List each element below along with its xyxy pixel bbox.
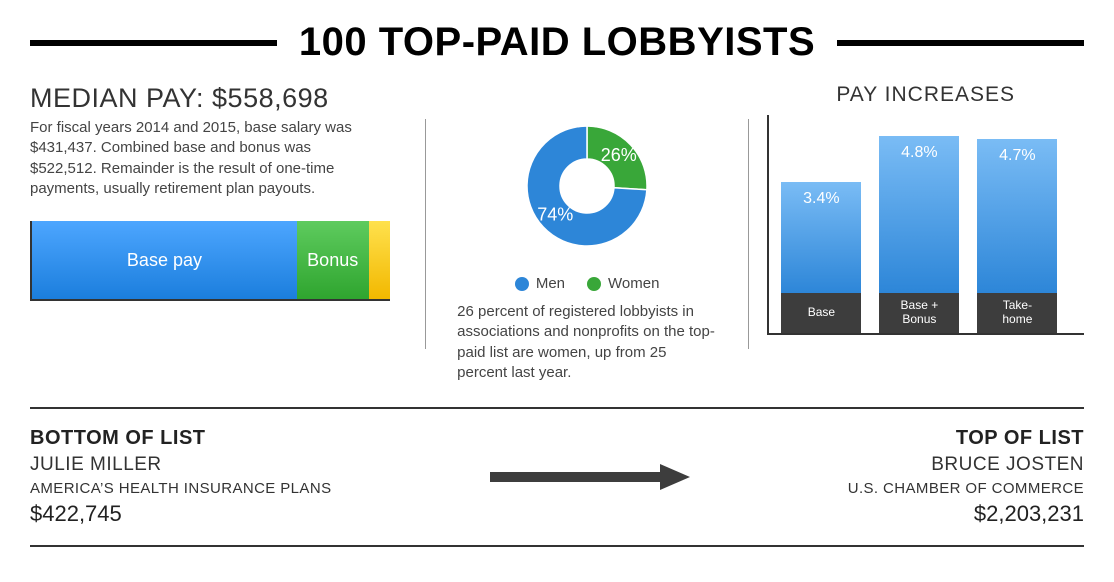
main-title: 100 TOP-PAID LOBBYISTS	[277, 20, 837, 65]
swatch-men	[515, 277, 529, 291]
legend-men-label: Men	[536, 275, 565, 292]
bottom-of-list: BOTTOM OF LIST JULIE MILLER AMERICA’S HE…	[30, 427, 331, 527]
legend-women-label: Women	[608, 275, 659, 292]
top-name: BRUCE JOSTEN	[848, 454, 1084, 476]
pay-inc-col: 3.4% Base	[781, 182, 861, 333]
gender-body: 26 percent of registered lobbyists in as…	[457, 302, 717, 383]
bottom-head: BOTTOM OF LIST	[30, 427, 331, 450]
pay-increases-title: PAY INCREASES	[767, 83, 1084, 107]
donut-legend: Men Women	[515, 275, 660, 292]
panel-median: MEDIAN PAY: $558,698 For fiscal years 20…	[30, 83, 425, 383]
top-org: U.S. CHAMBER OF COMMERCE	[848, 480, 1084, 497]
arrow-icon	[331, 462, 847, 492]
legend-women: Women	[587, 275, 659, 292]
stacked-seg-bonus: Bonus	[297, 221, 369, 299]
bottom-org: AMERICA’S HEALTH INSURANCE PLANS	[30, 480, 331, 497]
gender-donut-chart: 26% 74%	[512, 111, 662, 261]
donut-area: 26% 74% Men Women 26 percent of registere…	[444, 83, 730, 383]
panel-pay-increases: PAY INCREASES 3.4%Base4.8%Base + Bonus4.…	[749, 83, 1084, 383]
pay-inc-bar: 4.7%	[977, 139, 1057, 293]
title-rule-right	[837, 40, 1084, 46]
pay-inc-value: 4.8%	[901, 136, 937, 162]
top-pay: $2,203,231	[848, 501, 1084, 527]
bottom-pay: $422,745	[30, 501, 331, 527]
pay-inc-label: Base	[781, 293, 861, 333]
svg-text:26%: 26%	[601, 145, 637, 165]
pay-inc-value: 3.4%	[803, 182, 839, 208]
pay-inc-value: 4.7%	[999, 139, 1035, 165]
legend-men: Men	[515, 275, 565, 292]
stacked-bar-chart: Base payBonus	[30, 221, 390, 301]
median-heading: MEDIAN PAY: $558,698	[30, 83, 407, 114]
stacked-seg-other	[369, 221, 390, 299]
panel-gender: 26% 74% Men Women 26 percent of registere…	[426, 83, 748, 383]
pay-inc-bar: 3.4%	[781, 182, 861, 293]
hr-bottom	[30, 545, 1084, 547]
stacked-seg-base: Base pay	[32, 221, 297, 299]
title-row: 100 TOP-PAID LOBBYISTS	[30, 20, 1084, 65]
pay-increases-chart: 3.4% Base 4.8% Base + Bonus 4.7% Take- home	[767, 115, 1084, 335]
bottom-row: BOTTOM OF LIST JULIE MILLER AMERICA’S HE…	[30, 415, 1084, 539]
median-body: For fiscal years 2014 and 2015, base sal…	[30, 118, 360, 199]
pay-inc-label: Take- home	[977, 293, 1057, 333]
svg-text:74%: 74%	[537, 205, 573, 225]
top-head: TOP OF LIST	[848, 427, 1084, 450]
title-rule-left	[30, 40, 277, 46]
pay-inc-col: 4.7% Take- home	[977, 139, 1057, 333]
hr-top	[30, 407, 1084, 409]
swatch-women	[587, 277, 601, 291]
pay-inc-label: Base + Bonus	[879, 293, 959, 333]
panels: MEDIAN PAY: $558,698 For fiscal years 20…	[30, 83, 1084, 401]
top-of-list: TOP OF LIST BRUCE JOSTEN U.S. CHAMBER OF…	[848, 427, 1084, 527]
pay-inc-bar: 4.8%	[879, 136, 959, 293]
pay-inc-col: 4.8% Base + Bonus	[879, 136, 959, 333]
bottom-name: JULIE MILLER	[30, 454, 331, 476]
